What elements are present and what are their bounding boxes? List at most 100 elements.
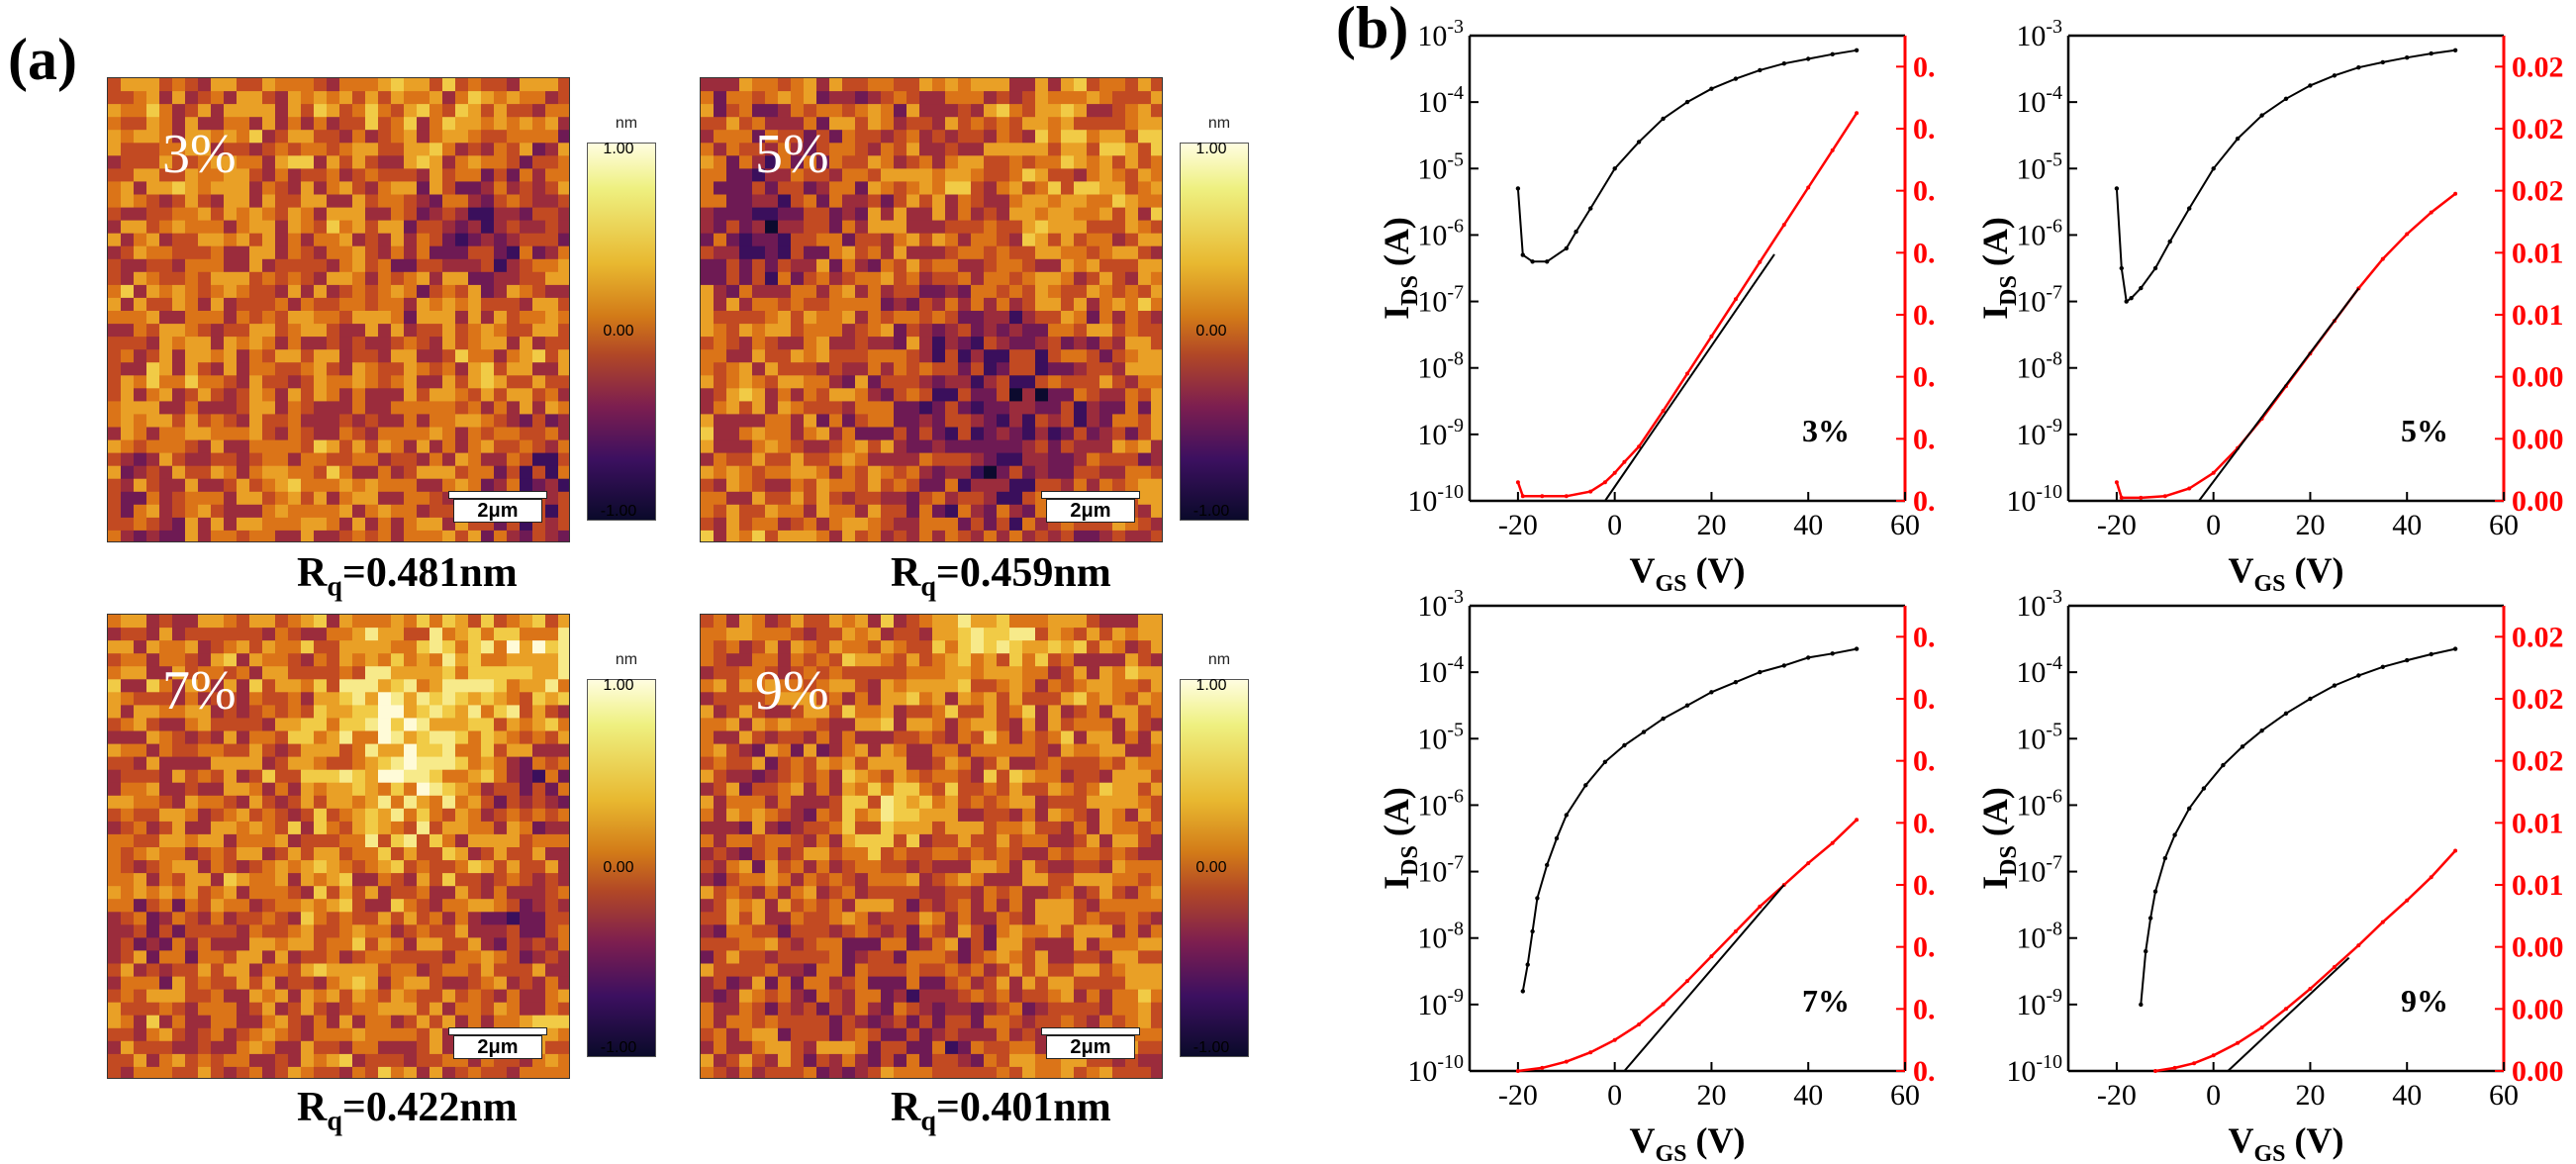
colorbar-unit: nm xyxy=(615,651,638,668)
transfer-chart-5pct: -20 0 20 40 60 10-10 10-9 10-8 10-7 10-6 10-5 10-4 1… xyxy=(1979,16,2563,597)
y-left-tick-label: 10-10 xyxy=(2006,481,2062,518)
transfer-chart-7pct: -20 0 20 40 60 10-10 10-9 10-8 10-7 10-6 10-5 10-4 1… xyxy=(1381,586,1935,1164)
transfer-chart-3pct: -20 0 20 40 60 10-10 10-9 10-8 10-7 10-6 10-5 10-4 1… xyxy=(1381,16,1935,597)
y-left-axis-label: IDS (A) xyxy=(1381,787,1423,890)
sqrt-ids-point xyxy=(2139,495,2144,500)
afm-concentration-label: 3% xyxy=(162,124,237,185)
scale-bar xyxy=(1041,1027,1140,1035)
sqrt-ids-point xyxy=(2284,1007,2288,1012)
colorbar-tick-min: -1.00 xyxy=(1193,503,1230,520)
sqrt-ids-point xyxy=(1564,494,1569,499)
y-right-tick-label: 0.008 xyxy=(2512,361,2563,394)
sqrt-ids-point xyxy=(2356,943,2361,948)
colorbar-unit: nm xyxy=(1207,651,1231,668)
y-left-tick-label: 10-8 xyxy=(1417,919,1464,955)
scale-bar xyxy=(448,1027,547,1035)
x-tick-label: 40 xyxy=(1793,509,1823,541)
y-right-tick-label: 0.016 xyxy=(1913,807,1935,839)
sqrt-ids-point xyxy=(2119,495,2124,500)
sqrt-ids-point xyxy=(1685,371,1689,376)
colorbar-unit: nm xyxy=(1207,115,1231,132)
afm-topography xyxy=(700,77,1163,542)
y-right-tick-label: 0.024 xyxy=(2512,683,2563,716)
x-tick-label: -20 xyxy=(1498,509,1538,541)
y-left-tick-label: 10-10 xyxy=(2006,1051,2062,1088)
x-tick-label: 20 xyxy=(2295,509,2325,541)
sqrt-ids-point xyxy=(2429,210,2433,215)
y-left-tick-label: 10-6 xyxy=(1417,215,1464,251)
linear-fit-line xyxy=(1623,884,1785,1072)
sqrt-ids-point xyxy=(1758,259,1763,264)
sqrt-ids-point xyxy=(2259,1025,2264,1030)
concentration-annotation: 3% xyxy=(1802,413,1850,448)
afm-topography xyxy=(107,614,570,1079)
sqrt-ids-point xyxy=(2192,1061,2197,1066)
x-tick-label: 40 xyxy=(2392,509,2422,541)
y-left-tick-label: 10-4 xyxy=(2016,82,2062,119)
sqrt-ids-point xyxy=(1515,480,1520,485)
y-left-tick-label: 10-10 xyxy=(1407,1051,1464,1088)
y-left-tick-label: 10-3 xyxy=(2016,586,2062,623)
y-left-tick-label: 10-3 xyxy=(1417,16,1464,52)
y-right-tick-label: 0.028 xyxy=(1913,621,1935,653)
sqrt-ids-point xyxy=(1733,929,1738,933)
x-tick-label: 60 xyxy=(1890,509,1920,541)
colorbar-tick-max: 1.00 xyxy=(1195,141,1227,157)
sqrt-ids-point xyxy=(2162,494,2167,499)
sqrt-ids-point xyxy=(1709,954,1714,959)
sqrt-ids-point xyxy=(2187,486,2192,491)
y-right-tick-label: 0.024 xyxy=(1913,113,1935,146)
colorbar-tick-min: -1.00 xyxy=(600,1039,637,1056)
scale-bar-label: 2μm xyxy=(453,1035,542,1059)
y-left-tick-label: 10-7 xyxy=(2016,282,2062,319)
linear-fit-line xyxy=(1604,253,1775,502)
concentration-annotation: 5% xyxy=(2401,413,2448,448)
x-tick-label: 20 xyxy=(1696,509,1726,541)
colorbar-tick-max: 1.00 xyxy=(603,677,634,694)
scale-bar-label: 2μm xyxy=(1046,499,1135,523)
sqrt-ids-point xyxy=(1806,861,1811,866)
x-axis-label: VGS (V) xyxy=(1630,550,1746,597)
y-right-tick-label: 0.000 xyxy=(1913,485,1935,518)
sqrt-ids-point xyxy=(1709,334,1714,339)
y-left-tick-label: 10-10 xyxy=(1407,481,1464,518)
y-left-tick-label: 10-4 xyxy=(1417,82,1464,119)
colorbar-gradient xyxy=(587,679,656,1057)
y-right-tick-label: 0.012 xyxy=(2512,299,2563,332)
transfer-point xyxy=(2114,186,2120,191)
y-left-axis-label: IDS (A) xyxy=(1979,217,2022,320)
afm-concentration-label: 9% xyxy=(755,660,829,722)
sqrt-ids-point xyxy=(1685,979,1689,984)
sqrt-ids-point xyxy=(2453,191,2458,196)
sqrt-ids-point xyxy=(2308,987,2313,991)
y-right-tick-label: 0.024 xyxy=(2512,113,2563,146)
sqrt-ids-point xyxy=(2453,848,2458,853)
sqrt-ids-point xyxy=(2114,480,2119,485)
colorbar: nm 1.00 0.00 -1.00 xyxy=(1180,651,1279,1095)
roughness-label-5pct: Rq=0.459nm xyxy=(891,550,1111,603)
x-axis-label: VGS (V) xyxy=(2229,1120,2344,1164)
transfer-curve xyxy=(2115,48,2456,304)
colorbar-unit: nm xyxy=(615,115,638,132)
sqrt-ids-point xyxy=(1564,1059,1569,1064)
sqrt-ids-point xyxy=(1661,1002,1666,1007)
y-right-tick-label: 0.020 xyxy=(1913,745,1935,778)
sqrt-ids-point xyxy=(2429,875,2433,880)
y-right-tick-label: 0.020 xyxy=(2512,745,2563,778)
colorbar-tick-mid: 0.00 xyxy=(603,323,634,340)
sqrt-ids-point xyxy=(1588,489,1593,494)
y-left-tick-label: 10-5 xyxy=(2016,148,2062,185)
y-left-tick-label: 10-6 xyxy=(2016,215,2062,251)
sqrt-ids-point xyxy=(1602,480,1607,485)
y-left-tick-label: 10-5 xyxy=(1417,719,1464,755)
y-left-tick-label: 10-3 xyxy=(1417,586,1464,623)
transfer-chart-9pct: -20 0 20 40 60 10-10 10-9 10-8 10-7 10-6 10-5 10-4 1… xyxy=(1979,586,2563,1164)
y-right-tick-label: 0.008 xyxy=(1913,361,1935,394)
sqrt-ids-point xyxy=(2211,1053,2216,1058)
sqrt-ids-curve xyxy=(2154,849,2457,1073)
y-right-tick-label: 0.016 xyxy=(2512,807,2563,839)
y-right-tick-label: 0.028 xyxy=(1913,50,1935,83)
x-axis-label: VGS (V) xyxy=(1630,1120,1746,1164)
y-left-tick-label: 10-5 xyxy=(2016,719,2062,755)
afm-topography xyxy=(107,77,570,542)
